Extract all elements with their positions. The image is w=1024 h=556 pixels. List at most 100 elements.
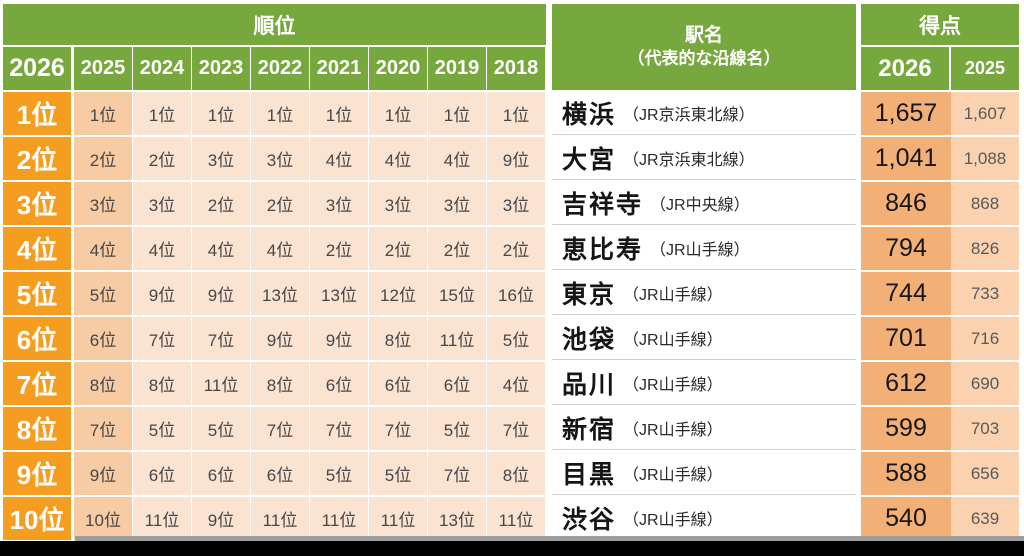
- rank-past-cell: 7位: [487, 407, 546, 450]
- station-name: 目黒: [562, 461, 617, 489]
- rank-past-cell: 4位: [487, 362, 546, 405]
- rank-past-cell: 16位: [487, 272, 546, 315]
- rank-past-cell: 2位: [369, 227, 428, 270]
- rank-past-cell: 4位: [428, 137, 487, 180]
- rank-past-cell: 3位: [133, 182, 192, 225]
- rank-past-cell: 7位: [428, 452, 487, 495]
- rank-past-cell: 7位: [310, 407, 369, 450]
- rank-past-cell: 2位: [192, 182, 251, 225]
- station-name: 横浜: [562, 101, 617, 129]
- rank-past-cell: 4位: [133, 227, 192, 270]
- score-2026-cell: 599: [861, 407, 951, 450]
- rank-past-cell: 6位: [369, 362, 428, 405]
- table-row: 2位 2位 2位 3位 3位 4位 4位 4位 9位 大宮 （JR京浜東北線） …: [3, 137, 1019, 180]
- rank-past-cell: 7位: [74, 407, 133, 450]
- rank-current-cell: 8位: [3, 407, 74, 450]
- table-row: 10位 10位 11位 9位 11位 11位 11位 13位 11位 渋谷 （J…: [3, 497, 1019, 540]
- table-row: 9位 9位 6位 6位 6位 5位 5位 7位 8位 目黒 （JR山手線） 58…: [3, 452, 1019, 495]
- rank-year-2021: 2021: [310, 47, 369, 90]
- score-2026-cell: 612: [861, 362, 951, 405]
- score-2026-cell: 744: [861, 272, 951, 315]
- rank-past-cell: 11位: [192, 362, 251, 405]
- station-cell: 東京 （JR山手線）: [552, 272, 856, 315]
- rank-past-cell: 3位: [487, 182, 546, 225]
- rank-past-cell: 6位: [74, 317, 133, 360]
- station-name: 渋谷: [562, 506, 617, 534]
- rank-past-cell: 9位: [74, 452, 133, 495]
- station-header-line1: 駅名: [684, 24, 723, 46]
- rank-past-cell: 11位: [369, 497, 428, 540]
- station-cell: 目黒 （JR山手線）: [552, 452, 856, 495]
- rank-past-cell: 13位: [428, 497, 487, 540]
- score-2025-cell: 690: [951, 362, 1019, 405]
- score-2025-cell: 826: [951, 227, 1019, 270]
- station-line-name: （JR山手線）: [623, 467, 723, 484]
- rank-current-cell: 9位: [3, 452, 74, 495]
- rank-year-row: 2026 2025 2024 2023 2022 2021 2020 2019 2018: [3, 47, 546, 90]
- rank-year-2018: 2018: [487, 47, 546, 90]
- rank-year-2025: 2025: [74, 47, 133, 90]
- rank-year-2023: 2023: [192, 47, 251, 90]
- rank-past-cell: 6位: [251, 452, 310, 495]
- table-row: 6位 6位 7位 7位 9位 9位 8位 11位 5位 池袋 （JR山手線） 7…: [3, 317, 1019, 360]
- rank-past-cell: 11位: [487, 497, 546, 540]
- rank-past-cell: 6位: [310, 362, 369, 405]
- rank-past-cell: 1位: [369, 92, 428, 135]
- ranking-table: 順位 2026 2025 2024 2023 2022 2021 2020 2019 2018 …: [3, 4, 1019, 542]
- rank-header-group: 順位 2026 2025 2024 2023 2022 2021 2020 2019 2018: [3, 4, 546, 90]
- rank-past-cell: 6位: [428, 362, 487, 405]
- station-line-name: （JR京浜東北線）: [623, 107, 755, 124]
- rank-past-cell: 2位: [251, 182, 310, 225]
- rank-current-cell: 6位: [3, 317, 74, 360]
- rank-past-cell: 5位: [369, 452, 428, 495]
- rank-past-cell: 4位: [192, 227, 251, 270]
- rank-past-cell: 7位: [133, 317, 192, 360]
- rank-past-cell: 13位: [251, 272, 310, 315]
- rank-past-cell: 11位: [310, 497, 369, 540]
- station-name: 大宮: [562, 146, 617, 174]
- station-cell: 吉祥寺 （JR中央線）: [552, 182, 856, 225]
- rank-past-cell: 8位: [369, 317, 428, 360]
- rank-past-cell: 11位: [133, 497, 192, 540]
- rank-current-cell: 10位: [3, 497, 74, 540]
- station-line-name: （JR山手線）: [623, 377, 723, 394]
- rank-past-cell: 3位: [192, 137, 251, 180]
- rank-year-2022: 2022: [251, 47, 310, 90]
- station-cell: 恵比寿 （JR山手線）: [552, 227, 856, 270]
- rank-past-cell: 5位: [487, 317, 546, 360]
- rank-past-cell: 5位: [133, 407, 192, 450]
- station-name: 吉祥寺: [562, 191, 644, 219]
- station-name: 東京: [562, 281, 617, 309]
- rank-past-cell: 4位: [74, 227, 133, 270]
- station-name: 品川: [562, 371, 617, 399]
- score-2026-cell: 588: [861, 452, 951, 495]
- table-row: 5位 5位 9位 9位 13位 13位 12位 15位 16位 東京 （JR山手…: [3, 272, 1019, 315]
- table-row: 4位 4位 4位 4位 4位 2位 2位 2位 2位 恵比寿 （JR山手線） 7…: [3, 227, 1019, 270]
- station-cell: 横浜 （JR京浜東北線）: [552, 92, 856, 135]
- rank-past-cell: 12位: [369, 272, 428, 315]
- rank-past-cell: 6位: [192, 452, 251, 495]
- score-2025-cell: 656: [951, 452, 1019, 495]
- station-cell: 大宮 （JR京浜東北線）: [552, 137, 856, 180]
- table-row: 1位 1位 1位 1位 1位 1位 1位 1位 1位 横浜 （JR京浜東北線） …: [3, 92, 1019, 135]
- rank-past-cell: 1位: [428, 92, 487, 135]
- rank-group-header: 順位: [3, 4, 546, 45]
- rank-past-cell: 6位: [133, 452, 192, 495]
- rank-year-2024: 2024: [133, 47, 192, 90]
- score-2025-cell: 1,088: [951, 137, 1019, 180]
- score-year-row: 2026 2025: [861, 47, 1019, 90]
- rank-past-cell: 9位: [192, 272, 251, 315]
- rank-past-cell: 7位: [192, 317, 251, 360]
- score-2026-cell: 701: [861, 317, 951, 360]
- score-2025-cell: 703: [951, 407, 1019, 450]
- station-line-name: （JR山手線）: [650, 242, 750, 259]
- rank-year-2020: 2020: [369, 47, 428, 90]
- rank-past-cell: 4位: [251, 227, 310, 270]
- station-line-name: （JR山手線）: [623, 287, 723, 304]
- rank-current-cell: 4位: [3, 227, 74, 270]
- rank-current-cell: 3位: [3, 182, 74, 225]
- rank-past-cell: 1位: [133, 92, 192, 135]
- rank-past-cell: 2位: [74, 137, 133, 180]
- score-header-group: 得点 2026 2025: [861, 4, 1019, 90]
